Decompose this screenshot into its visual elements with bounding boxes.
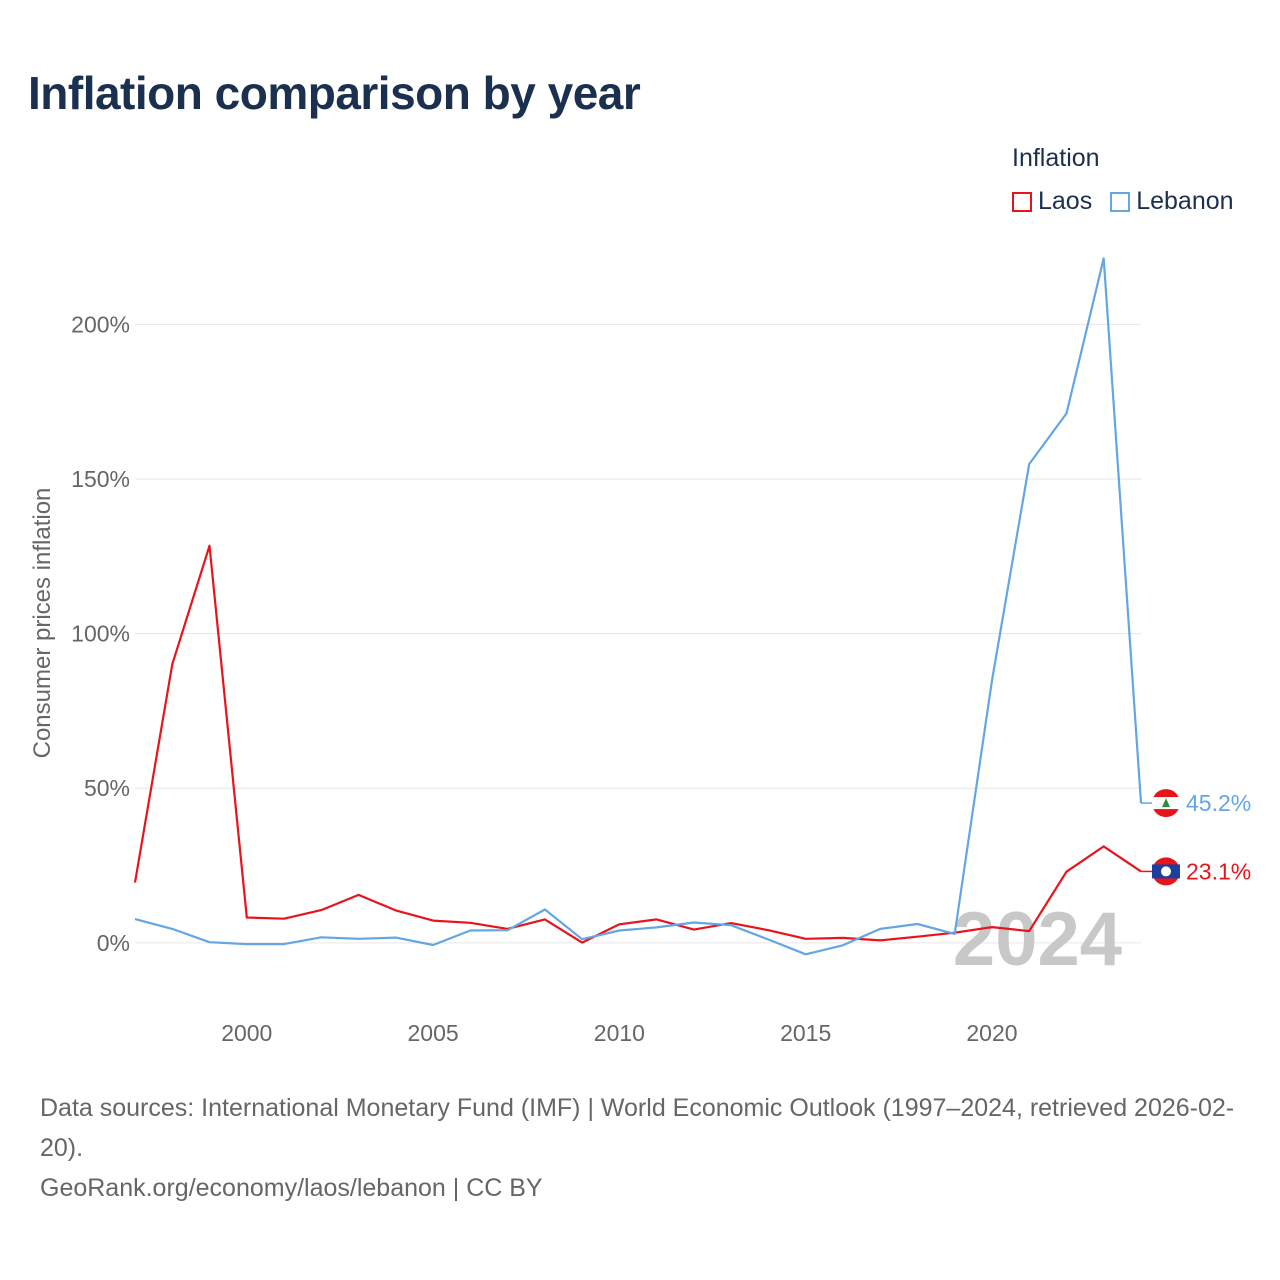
footer-sources: Data sources: International Monetary Fun… [40, 1094, 1235, 1162]
series-line-lebanon [134, 257, 1143, 956]
x-tick-label: 2000 [221, 1020, 272, 1046]
x-tick-labels: 2000 2005 2010 2015 2020 [221, 1020, 1017, 1046]
end-markers: 23.1% 45.2% [1141, 789, 1251, 886]
x-tick-label: 2015 [780, 1020, 831, 1046]
legend-label-lebanon: Lebanon [1136, 187, 1234, 215]
x-tick-label: 2010 [594, 1020, 645, 1046]
legend-title: Inflation [1012, 144, 1100, 172]
footer-link[interactable]: GeoRank.org/economy/laos/lebanon | CC BY [40, 1174, 543, 1202]
y-tick-label: 50% [84, 775, 130, 801]
y-tick-label: 100% [71, 621, 130, 647]
legend-swatch-laos [1012, 191, 1032, 212]
y-tick-label: 150% [71, 466, 130, 492]
x-tick-label: 2020 [966, 1020, 1017, 1046]
legend: Inflation Laos Lebanon [1012, 144, 1234, 216]
lebanon-flag-icon [1152, 789, 1180, 818]
footer: Data sources: International Monetary Fun… [40, 1088, 1250, 1208]
y-tick-label: 200% [71, 311, 130, 337]
legend-item-lebanon[interactable]: Lebanon [1110, 187, 1234, 216]
y-tick-label: 0% [97, 930, 130, 956]
legend-label-laos: Laos [1038, 187, 1093, 215]
x-tick-label: 2005 [407, 1020, 458, 1046]
grid-lines [135, 323, 1141, 944]
series-line-laos [133, 544, 1142, 944]
year-watermark: 2024 [953, 897, 1122, 982]
legend-item-laos[interactable]: Laos [1012, 187, 1092, 216]
chart-plot-area: 0% 50% 100% 150% 200% 2000 2005 2010 2015 2020 2… [29, 257, 1251, 1046]
series-lines [133, 257, 1143, 956]
chart-title: Inflation comparison by year [28, 67, 641, 119]
end-label-lebanon: 45.2% [1186, 790, 1251, 816]
legend-swatch-lebanon [1110, 191, 1131, 212]
y-tick-labels: 0% 50% 100% 150% 200% [71, 311, 130, 956]
end-label-laos: 23.1% [1186, 858, 1251, 884]
y-axis-label: Consumer prices inflation [29, 488, 56, 759]
laos-flag-icon [1152, 857, 1180, 886]
